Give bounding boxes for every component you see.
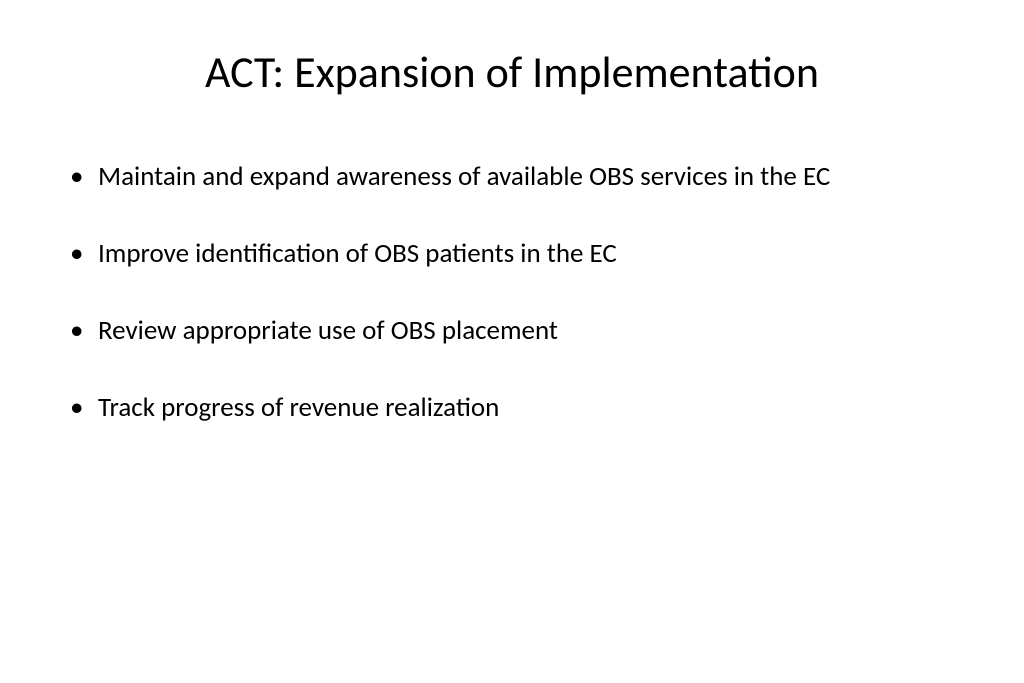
bullet-item: Track progress of revenue realization [70,390,964,425]
slide-title: ACT: Expansion of Implementation [60,45,964,99]
bullet-item: Improve identification of OBS patients i… [70,236,964,271]
bullet-list: Maintain and expand awareness of availab… [60,159,964,425]
bullet-item: Maintain and expand awareness of availab… [70,159,964,194]
bullet-item: Review appropriate use of OBS placement [70,313,964,348]
